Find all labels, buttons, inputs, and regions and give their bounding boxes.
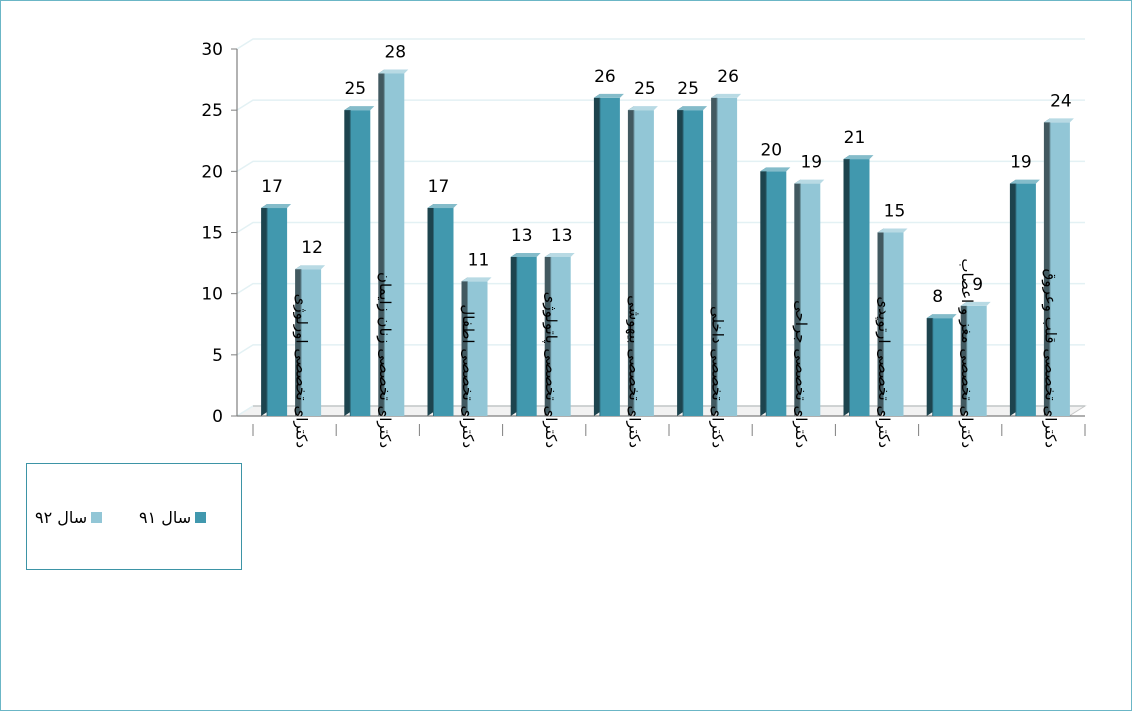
- x-tick-label: دکترای تخصصی اطفال: [459, 304, 477, 448]
- legend-entry-series-2: سال ۹۲: [35, 507, 103, 527]
- data-label-series-1: 20: [760, 140, 782, 160]
- gridline: [236, 99, 1085, 111]
- y-tick-label: 10: [201, 285, 223, 305]
- x-tick-label: دکترای تخصصی اورلوژی: [293, 294, 311, 448]
- bar-series-2-10: [1043, 118, 1074, 417]
- bar-series-2-8: [877, 228, 908, 416]
- data-label-series-2: 19: [800, 153, 822, 173]
- x-tick-label: دکترای تخصصی ارتوپدی: [874, 296, 893, 448]
- data-label-series-2: 13: [551, 226, 573, 246]
- y-tick-label: 5: [212, 346, 223, 366]
- data-label-series-2: 9: [972, 275, 983, 295]
- gridline: [236, 38, 1085, 50]
- legend-swatch-series-1: [195, 511, 207, 523]
- legend-swatch-series-2: [91, 511, 103, 523]
- x-tick-label: دکترای تخصصی داخلی: [709, 306, 727, 448]
- bar-series-2-1: [295, 265, 326, 416]
- data-label-series-2: 24: [1050, 91, 1072, 111]
- bar-series-2-7: [794, 179, 825, 416]
- data-label-series-2: 15: [884, 202, 906, 222]
- x-tick-label: دکترای تخصصی مغز و اعصاب: [958, 258, 976, 448]
- x-tick-label: دکترای تخصصی قلب وعروق: [1041, 269, 1059, 448]
- legend-entry-series-1: سال ۹۱: [139, 507, 207, 527]
- bar-series-2-9: [960, 301, 991, 416]
- y-axis-tick-labels: 0 5 10 15 20 25 30: [201, 40, 223, 427]
- data-labels: 17 12 25 28 17 11 13 13 26 25 25 26 20 19 21 15 8 9 19 24: [261, 42, 1071, 307]
- data-label-series-2: 25: [634, 79, 656, 99]
- data-label-series-1: 8: [932, 287, 943, 307]
- data-label-series-1: 13: [511, 226, 533, 246]
- bar-series-1-1: [261, 204, 292, 416]
- bar-series-1-2: [344, 106, 375, 417]
- bar-series-1-4: [510, 252, 541, 416]
- bar-series-1-3: [427, 204, 458, 416]
- bar-series-1-6: [677, 106, 708, 417]
- y-tick-label: 0: [212, 407, 223, 427]
- x-axis-tick-labels: دکترای تخصصی اورلوژی دکترای تخصصی زنان زا…: [293, 258, 1060, 448]
- legend-label-series-1: سال ۹۱: [139, 507, 192, 527]
- y-tick-label: 30: [201, 40, 223, 60]
- data-label-series-2: 28: [384, 42, 406, 62]
- data-label-series-1: 25: [677, 79, 699, 99]
- data-label-series-2: 26: [717, 67, 739, 87]
- bar-series-1-5: [593, 93, 624, 416]
- x-tick-label: دکترای تخصصی بیهوشی: [625, 295, 643, 448]
- data-label-series-1: 26: [594, 67, 616, 87]
- bar-series-2-3: [461, 277, 492, 416]
- data-label-series-1: 19: [1010, 153, 1032, 173]
- bars: [261, 69, 1074, 417]
- x-tick-label: دکترای تخصصی زنان زایمان: [376, 272, 394, 448]
- x-tick-label: دکترای تخصصی پاتولوژی: [541, 292, 560, 448]
- data-label-series-2: 11: [468, 250, 490, 270]
- x-tick-label: دکترای تخصصی جراحی: [792, 300, 810, 448]
- data-label-series-1: 17: [261, 177, 283, 197]
- bar-series-2-6: [711, 93, 742, 416]
- bar-series-1-8: [843, 155, 874, 416]
- bar-series-1-7: [760, 167, 791, 416]
- bar-series-2-5: [627, 106, 658, 417]
- y-tick-label: 20: [201, 162, 223, 182]
- bar-series-1-9: [926, 314, 957, 416]
- data-label-series-1: 17: [428, 177, 450, 197]
- gridline: [236, 160, 1085, 172]
- y-tick-label: 15: [201, 224, 223, 244]
- y-tick-label: 25: [201, 101, 223, 121]
- data-label-series-2: 12: [301, 238, 323, 258]
- legend: سال ۹۲ سال ۹۱: [26, 463, 242, 570]
- data-label-series-1: 21: [844, 128, 866, 148]
- data-label-series-1: 25: [344, 79, 366, 99]
- bar-series-2-4: [544, 252, 575, 416]
- legend-label-series-2: سال ۹۲: [35, 507, 88, 527]
- bar-series-2-2: [378, 69, 409, 416]
- bar-series-1-10: [1009, 179, 1040, 416]
